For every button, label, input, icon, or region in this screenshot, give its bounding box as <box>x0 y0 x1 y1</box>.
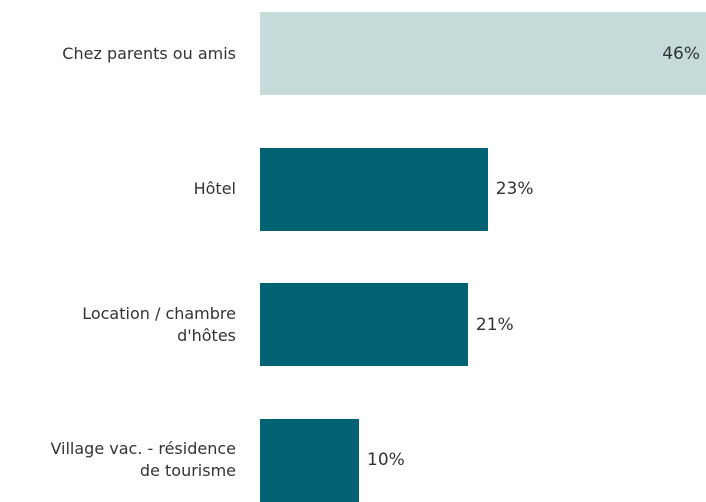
category-label: Chez parents ou amis <box>62 43 236 63</box>
bar <box>260 12 706 95</box>
category-label: Hôtel <box>193 179 236 198</box>
value-label: 10% <box>367 450 405 470</box>
category-label: Village vac. - résidence de tourisme <box>50 439 236 480</box>
value-label: 21% <box>475 314 514 335</box>
bar <box>260 283 468 366</box>
bar <box>260 147 488 231</box>
value-label: 23% <box>495 179 534 199</box>
value-label: 46% <box>662 43 700 64</box>
bar <box>260 418 359 502</box>
category-label: Location / chambre d'hôtes <box>82 303 236 345</box>
